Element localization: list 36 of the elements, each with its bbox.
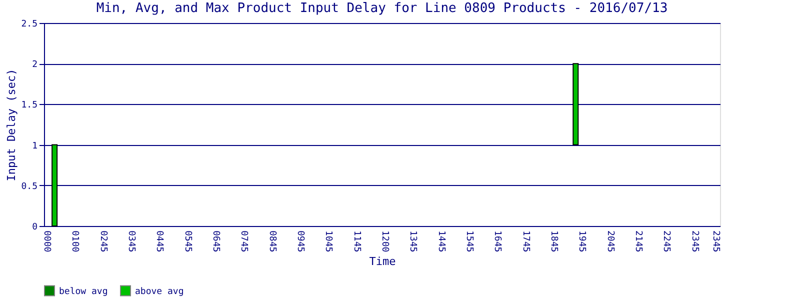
x-tick-label: 2045 <box>604 230 615 252</box>
x-tick-label: 0345 <box>126 230 136 252</box>
x-tick-label: 1545 <box>464 230 474 252</box>
y-axis-title: Input Delay (sec) <box>5 68 18 182</box>
y-tick-label: 0.5 <box>21 182 38 192</box>
x-tick-label: 0845 <box>266 230 277 252</box>
x-tick-label: 1745 <box>520 230 530 252</box>
x-tick-label: 0745 <box>238 230 249 252</box>
x-tick-label: 0100 <box>70 230 80 252</box>
x-tick-label: 1845 <box>548 230 559 252</box>
x-tick-label: 0545 <box>182 230 192 252</box>
x-tick-label: 1645 <box>492 230 502 252</box>
x-tick-label: 0945 <box>295 230 306 252</box>
x-tick-label: 1200 <box>380 230 390 252</box>
x-tick-label: 0245 <box>98 230 108 252</box>
x-axis-title: Time <box>369 255 396 268</box>
x-tick-label: 1445 <box>436 230 446 252</box>
x-tick-label: 2345 <box>689 230 700 252</box>
x-tick-label: 0645 <box>210 230 221 252</box>
x-tick-label: 2245 <box>661 230 672 252</box>
x-tick-label: 0445 <box>154 230 164 252</box>
x-tick-label: 2345 <box>710 230 720 252</box>
legend-label: above avg <box>135 286 184 297</box>
x-tick-label: 2145 <box>633 230 644 252</box>
x-tick-label: 0000 <box>42 230 52 252</box>
legend-label: below avg <box>59 286 108 297</box>
y-tick-label: 2.5 <box>21 20 38 30</box>
x-tick-label: 1145 <box>351 230 362 252</box>
y-tick-label: 0 <box>32 222 38 232</box>
x-tick-label: 1345 <box>408 230 418 252</box>
x-tick-label: 1945 <box>576 230 587 252</box>
x-tick-label: 1045 <box>323 230 334 252</box>
chart-title: Min, Avg, and Max Product Input Delay for Line 0809 Products - 2016/07/13 <box>96 1 668 16</box>
y-tick-label: 1 <box>32 141 38 152</box>
y-tick-label: 1.5 <box>21 100 38 111</box>
y-tick-label: 2 <box>32 60 38 70</box>
